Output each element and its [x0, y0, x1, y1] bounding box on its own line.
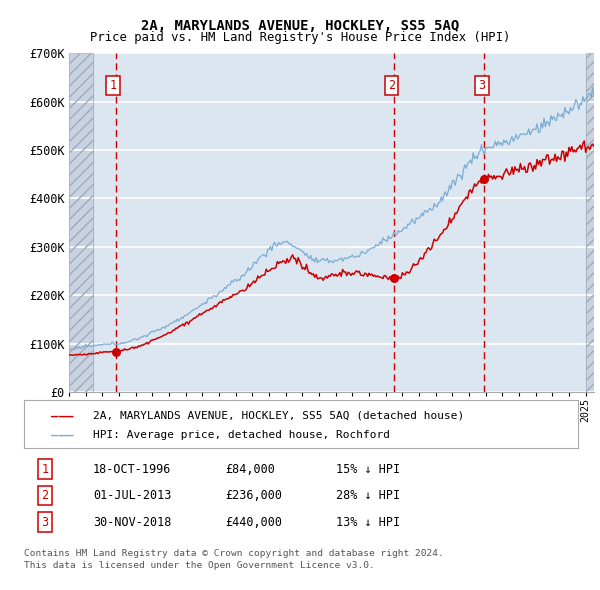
Text: 13% ↓ HPI: 13% ↓ HPI [336, 516, 400, 529]
Text: 1: 1 [41, 463, 49, 476]
Bar [69, 53, 92, 392]
Text: Contains HM Land Registry data © Crown copyright and database right 2024.: Contains HM Land Registry data © Crown c… [24, 549, 444, 558]
Text: HPI: Average price, detached house, Rochford: HPI: Average price, detached house, Roch… [93, 430, 390, 440]
Text: £440,000: £440,000 [225, 516, 282, 529]
Text: 30-NOV-2018: 30-NOV-2018 [93, 516, 172, 529]
Text: ———: ——— [51, 428, 74, 441]
Text: 2: 2 [41, 489, 49, 502]
Text: This data is licensed under the Open Government Licence v3.0.: This data is licensed under the Open Gov… [24, 560, 375, 569]
Text: 3: 3 [41, 516, 49, 529]
Bar [586, 53, 594, 392]
Text: £84,000: £84,000 [225, 463, 275, 476]
Text: 1: 1 [109, 79, 116, 92]
Text: Price paid vs. HM Land Registry's House Price Index (HPI): Price paid vs. HM Land Registry's House … [90, 31, 510, 44]
Bar [69, 53, 92, 392]
Text: 2A, MARYLANDS AVENUE, HOCKLEY, SS5 5AQ (detached house): 2A, MARYLANDS AVENUE, HOCKLEY, SS5 5AQ (… [93, 411, 464, 421]
Text: ———: ——— [51, 409, 74, 422]
Text: 2: 2 [388, 79, 395, 92]
Text: 18-OCT-1996: 18-OCT-1996 [93, 463, 172, 476]
Text: 28% ↓ HPI: 28% ↓ HPI [336, 489, 400, 502]
Text: 01-JUL-2013: 01-JUL-2013 [93, 489, 172, 502]
Bar [586, 53, 594, 392]
Text: 15% ↓ HPI: 15% ↓ HPI [336, 463, 400, 476]
Text: 3: 3 [478, 79, 485, 92]
Text: 2A, MARYLANDS AVENUE, HOCKLEY, SS5 5AQ: 2A, MARYLANDS AVENUE, HOCKLEY, SS5 5AQ [141, 19, 459, 33]
Text: £236,000: £236,000 [225, 489, 282, 502]
